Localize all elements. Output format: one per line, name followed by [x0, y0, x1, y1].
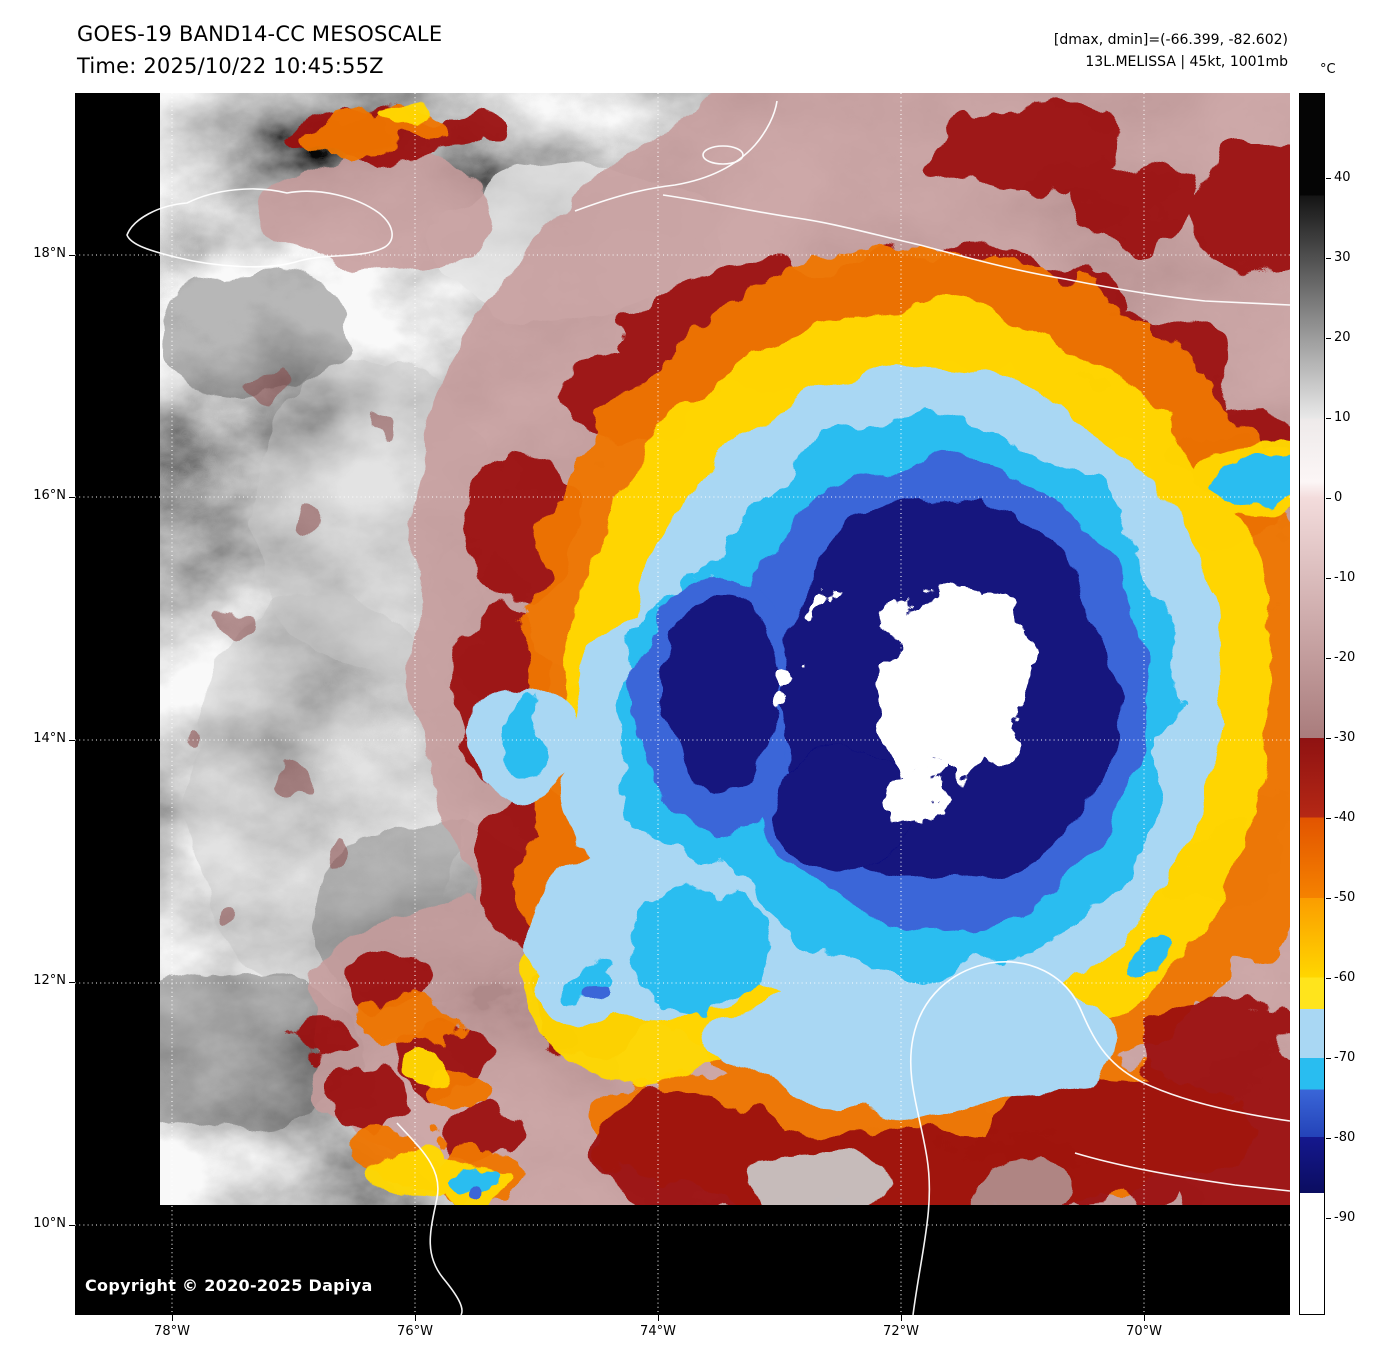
lon-tick: [658, 1315, 659, 1321]
lon-tick: [1144, 1315, 1145, 1321]
coastline-colombia-west: [396, 1122, 463, 1316]
mesoscale-sector: [160, 93, 1290, 1205]
cb-label-m10: -10: [1334, 570, 1356, 585]
coastline-jamaica: [126, 188, 393, 268]
map-frame: Copyright © 2020-2025 Dapiya: [75, 93, 1291, 1316]
coastline-haiti-peninsula: [574, 100, 778, 212]
lon-label-78w: 78°W: [154, 1324, 190, 1339]
cb-label-10: 10: [1334, 410, 1351, 425]
cb-label-m30: -30: [1334, 730, 1356, 745]
cb-tick: [1326, 658, 1331, 659]
cb-label-m20: -20: [1334, 650, 1356, 665]
coastline-gonave: [702, 145, 744, 165]
lon-label-76w: 76°W: [397, 1324, 433, 1339]
bottom-gray-clouds: [750, 1145, 1075, 1205]
cb-label-20: 20: [1334, 330, 1351, 345]
cb-tick: [1326, 498, 1331, 499]
lon-tick: [172, 1315, 173, 1321]
cb-label-m40: -40: [1334, 810, 1356, 825]
plot-title: GOES-19 BAND14-CC MESOSCALE: [77, 22, 443, 46]
cb-tick: [1326, 738, 1331, 739]
cb-label-m60: -60: [1334, 970, 1356, 985]
lat-label-10n: 10°N: [33, 1216, 66, 1231]
white-overshooting-tops: [777, 585, 1035, 811]
lon-label-70w: 70°W: [1126, 1324, 1162, 1339]
cb-label-40: 40: [1334, 170, 1351, 185]
lat-label-12n: 12°N: [33, 973, 66, 988]
coastline-hispaniola-south: [662, 194, 1291, 306]
cb-tick: [1326, 178, 1331, 179]
lon-tick: [415, 1315, 416, 1321]
graticule: [75, 93, 1290, 1315]
storm-info-readout: 13L.MELISSA | 45kt, 1001mb: [1085, 54, 1288, 70]
cb-tick: [1326, 1138, 1331, 1139]
lat-tick: [69, 1225, 75, 1226]
cb-label-0: 0: [1334, 490, 1343, 505]
cb-tick: [1326, 258, 1331, 259]
coastlines: [126, 100, 1291, 1316]
cb-tick: [1326, 418, 1331, 419]
lat-tick: [69, 982, 75, 983]
lon-tick: [901, 1315, 902, 1321]
cb-tick: [1326, 818, 1331, 819]
lat-label-16n: 16°N: [33, 488, 66, 503]
lat-label-18n: 18°N: [33, 246, 66, 261]
cb-label-m80: -80: [1334, 1130, 1356, 1145]
colorbar-unit-label: °C: [1320, 62, 1336, 77]
maroon-speckles: [194, 365, 385, 925]
satellite-image: [75, 93, 1291, 1316]
dmax-dmin-readout: [dmax, dmin]=(-66.399, -82.602): [1053, 32, 1288, 48]
temperature-colorbar: [1299, 93, 1325, 1315]
lat-label-14n: 14°N: [33, 731, 66, 746]
coastline-guajira: [909, 961, 1291, 1316]
lat-tick: [69, 497, 75, 498]
cb-tick: [1326, 1218, 1331, 1219]
lat-tick: [69, 255, 75, 256]
cb-tick: [1326, 898, 1331, 899]
lat-tick: [69, 740, 75, 741]
cb-tick: [1326, 978, 1331, 979]
cb-tick: [1326, 578, 1331, 579]
coastline-venezuela: [1074, 1152, 1291, 1192]
lon-label-74w: 74°W: [640, 1324, 676, 1339]
plot-time: Time: 2025/10/22 10:45:55Z: [77, 54, 384, 78]
cb-label-m70: -70: [1334, 1050, 1356, 1065]
cb-label-30: 30: [1334, 250, 1351, 265]
cb-label-m90: -90: [1334, 1210, 1356, 1225]
cb-tick: [1326, 338, 1331, 339]
cb-label-m50: -50: [1334, 890, 1356, 905]
lon-label-72w: 72°W: [883, 1324, 919, 1339]
copyright-watermark: Copyright © 2020-2025 Dapiya: [85, 1276, 373, 1295]
cb-tick: [1326, 1058, 1331, 1059]
